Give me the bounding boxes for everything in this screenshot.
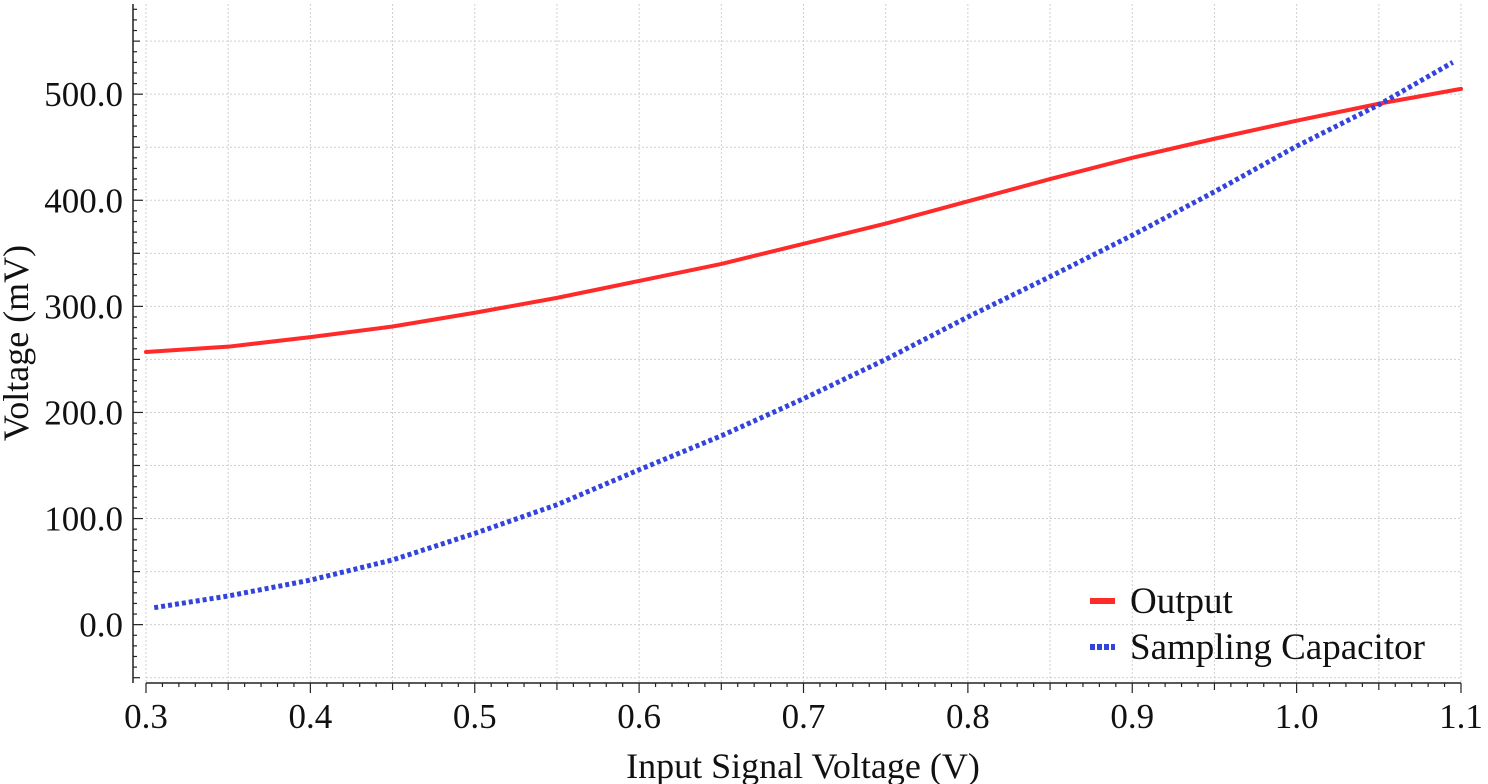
legend-label: Sampling Capacitor: [1130, 627, 1425, 668]
y-tick-label: 200.0: [44, 393, 123, 432]
series-line-output: [144, 86, 1463, 354]
x-tick-label: 0.5: [453, 697, 497, 736]
y-tick-label: 300.0: [44, 287, 123, 326]
x-tick-label: 0.6: [617, 697, 661, 736]
y-tick-label: 0.0: [79, 606, 123, 645]
x-tick-label: 1.0: [1275, 697, 1319, 736]
tick-marks: [133, 8, 1462, 693]
x-tick-label: 0.7: [782, 697, 826, 736]
axes: [132, 4, 1461, 684]
y-tick-label: 500.0: [44, 75, 123, 114]
y-axis-title: Voltage (mV): [0, 245, 36, 441]
x-tick-label: 0.9: [1110, 697, 1154, 736]
x-tick-labels: 0.3 0.4 0.5 0.6 0.7 0.8 0.9 1.0 1.1: [124, 697, 1483, 736]
x-tick-label: 0.4: [289, 697, 333, 736]
x-tick-label: 1.1: [1439, 697, 1483, 736]
y-tick-labels: 0.0 100.0 200.0 300.0 400.0 500.0: [44, 75, 123, 644]
x-axis-title: Input Signal Voltage (V): [626, 746, 980, 784]
legend-label: Output: [1130, 581, 1234, 622]
series-line-sampling-capacitor: [153, 60, 1455, 611]
grid: [145, 4, 1462, 683]
x-tick-label: 0.3: [124, 697, 168, 736]
y-tick-label: 100.0: [44, 500, 123, 539]
legend: Output Sampling Capacitor: [1090, 581, 1425, 668]
series-lines: [144, 60, 1463, 611]
y-tick-label: 400.0: [44, 181, 123, 220]
x-tick-label: 0.8: [946, 697, 990, 736]
